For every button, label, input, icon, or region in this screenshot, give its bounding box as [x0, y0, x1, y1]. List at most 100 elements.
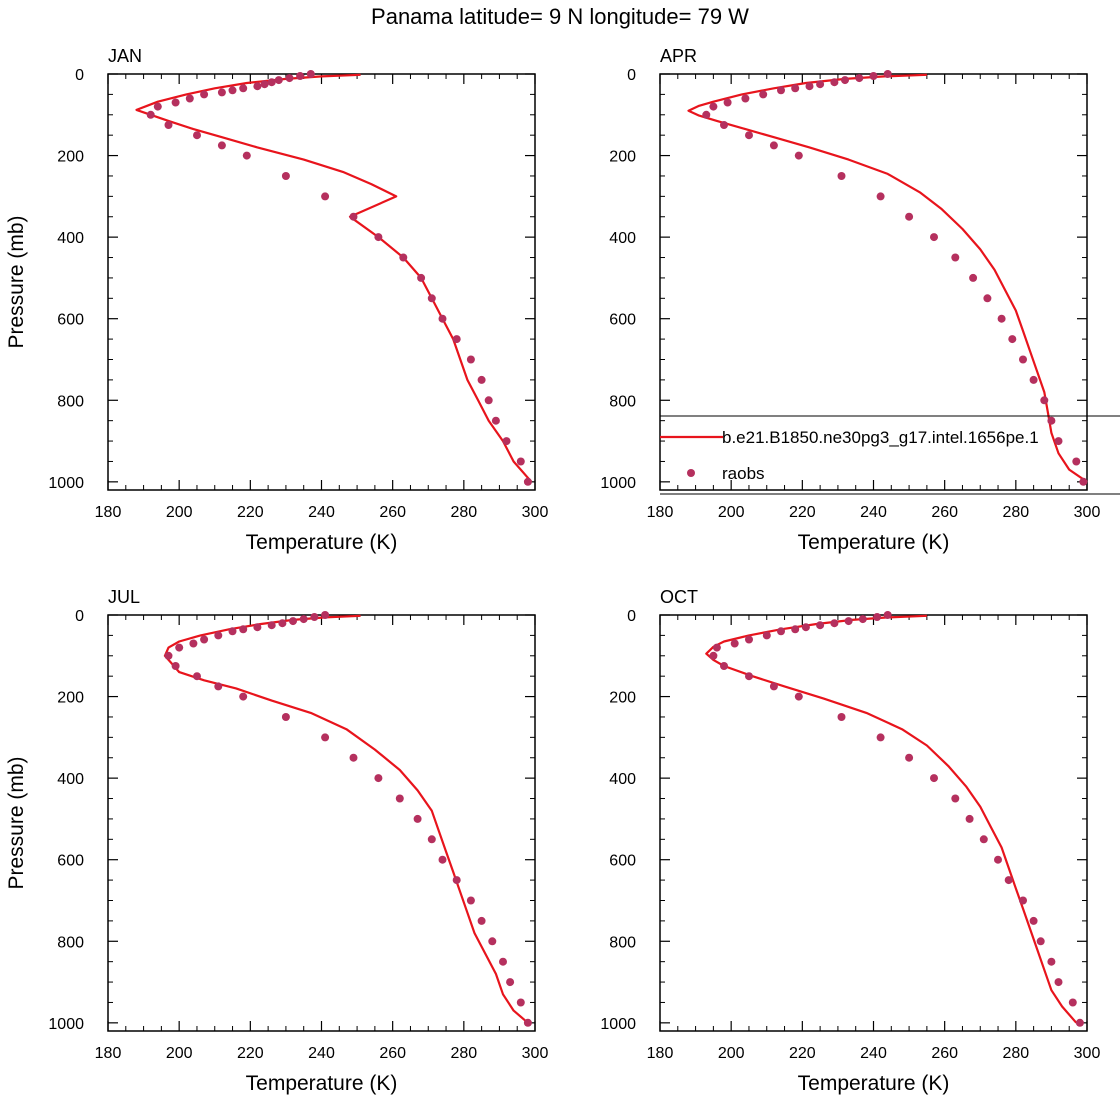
- obs-point: [200, 635, 209, 644]
- obs-point: [830, 78, 839, 87]
- obs-point: [477, 375, 486, 384]
- x-tick-label: 220: [237, 1045, 264, 1062]
- y-tick-label: 800: [609, 934, 636, 951]
- y-tick-label: 400: [609, 771, 636, 788]
- x-tick-label: 220: [789, 504, 816, 521]
- x-tick-label: 220: [237, 504, 264, 521]
- obs-point: [499, 957, 507, 966]
- x-tick-label: 280: [450, 1045, 477, 1062]
- obs-point: [769, 682, 778, 691]
- x-tick-label: 300: [522, 504, 549, 521]
- obs-point: [791, 625, 800, 634]
- obs-point: [745, 131, 753, 140]
- y-tick-label: 200: [57, 149, 84, 166]
- legend-point-swatch: [687, 469, 695, 477]
- figure-title: Panama latitude= 9 N longitude= 79 W: [371, 4, 749, 29]
- obs-point: [516, 457, 525, 466]
- obs-point: [1072, 457, 1081, 466]
- obs-point: [239, 692, 248, 701]
- obs-point: [253, 82, 262, 91]
- obs-point: [979, 835, 988, 844]
- obs-point: [930, 233, 938, 242]
- obs-point: [841, 76, 849, 85]
- obs-point: [285, 74, 294, 83]
- obs-point: [164, 121, 173, 129]
- obs-point: [374, 774, 383, 783]
- obs-point: [730, 639, 739, 648]
- obs-point: [477, 916, 486, 925]
- obs-point: [214, 631, 223, 640]
- obs-point: [709, 651, 718, 660]
- obs-point: [983, 294, 992, 303]
- obs-point: [395, 794, 404, 803]
- obs-point: [883, 611, 892, 619]
- y-axis-label: Pressure (mb): [5, 215, 28, 348]
- obs-point: [321, 611, 330, 619]
- obs-point: [349, 212, 358, 221]
- y-tick-label: 400: [609, 230, 636, 247]
- obs-point: [723, 98, 732, 107]
- obs-point: [905, 753, 914, 762]
- obs-point: [321, 192, 330, 201]
- y-tick-label: 200: [609, 149, 636, 166]
- plot-frame: [107, 73, 536, 491]
- obs-point: [1008, 335, 1017, 344]
- obs-point: [310, 613, 319, 621]
- obs-point: [712, 643, 721, 652]
- obs-point: [791, 84, 800, 93]
- x-tick-label: 280: [1002, 1045, 1029, 1062]
- obs-point: [869, 72, 878, 80]
- obs-point: [1040, 396, 1049, 405]
- obs-point: [873, 613, 882, 621]
- y-tick-label: 0: [75, 67, 84, 84]
- obs-point: [720, 662, 728, 670]
- obs-point: [777, 86, 785, 95]
- panel-title: JUL: [108, 587, 140, 607]
- obs-point: [189, 639, 198, 648]
- obs-point: [466, 355, 475, 364]
- x-tick-label: 240: [308, 504, 335, 521]
- legend-obs-label: raobs: [722, 464, 765, 483]
- obs-point: [794, 151, 803, 160]
- y-tick-label: 1000: [48, 475, 84, 492]
- obs-point: [427, 835, 436, 844]
- obs-point: [281, 713, 290, 721]
- x-tick-label: 280: [450, 504, 477, 521]
- obs-point: [769, 141, 778, 150]
- x-tick-label: 240: [308, 1045, 335, 1062]
- obs-point: [306, 70, 315, 78]
- x-tick-label: 260: [379, 1045, 406, 1062]
- x-tick-label: 240: [860, 504, 887, 521]
- obs-point: [702, 110, 711, 119]
- obs-point: [228, 86, 237, 95]
- x-tick-label: 300: [1074, 504, 1101, 521]
- obs-point: [502, 437, 511, 446]
- obs-point: [171, 662, 180, 670]
- obs-point: [905, 212, 914, 221]
- y-tick-label: 200: [57, 690, 84, 707]
- obs-point: [1004, 876, 1013, 885]
- x-tick-label: 200: [718, 504, 745, 521]
- obs-point: [506, 978, 515, 987]
- panel-oct: 180 200 220 240 260 280 300 0 200 400 600 800 1000 OC…: [600, 587, 1100, 1095]
- obs-point: [200, 90, 209, 99]
- x-tick-label: 220: [789, 1045, 816, 1062]
- obs-point: [930, 774, 938, 783]
- obs-point: [1036, 937, 1045, 946]
- obs-point: [488, 937, 497, 946]
- obs-point: [951, 253, 960, 262]
- obs-point: [844, 617, 853, 626]
- x-axis-label: Temperature (K): [246, 1072, 398, 1095]
- obs-point: [349, 753, 358, 762]
- obs-point: [1054, 437, 1063, 446]
- y-tick-label: 400: [57, 230, 84, 247]
- obs-point: [228, 627, 237, 636]
- obs-point: [153, 102, 162, 111]
- y-tick-label: 200: [609, 690, 636, 707]
- obs-point: [1075, 1018, 1084, 1027]
- obs-point: [1068, 998, 1077, 1007]
- x-tick-label: 260: [379, 504, 406, 521]
- y-tick-label: 0: [627, 67, 636, 84]
- obs-point: [855, 74, 864, 83]
